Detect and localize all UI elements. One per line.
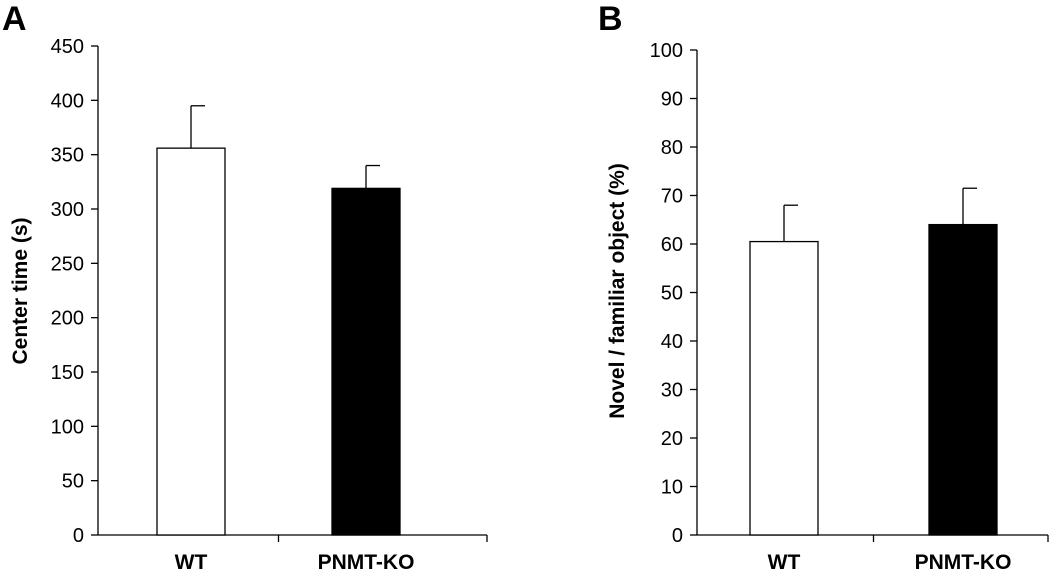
- y-tick-label: 20: [661, 428, 683, 450]
- y-tick-label: 450: [51, 36, 84, 58]
- category-label: WT: [175, 551, 208, 574]
- y-tick-label: 50: [661, 283, 683, 305]
- category-label: PNMT-KO: [318, 551, 415, 574]
- panel-b: B Novel / familiar object (%) 0 10 20 30 40 5…: [598, 0, 1049, 574]
- y-tick-label: 0: [73, 525, 84, 547]
- bar-pnmt-ko: [331, 187, 401, 536]
- y-tick-label: 10: [661, 477, 683, 499]
- y-tick-label: 250: [51, 253, 84, 275]
- y-tick-label: 100: [650, 40, 683, 62]
- panel-a: A Center time (s) 0 50 100 150 200 250 300 350 4…: [2, 0, 488, 574]
- y-tick-label: 80: [661, 137, 683, 159]
- bar-pnmt-ko: [928, 223, 998, 536]
- y-tick-label: 350: [51, 145, 84, 167]
- y-axis-title: Center time (s): [9, 217, 32, 364]
- y-tick-label: 40: [661, 331, 683, 353]
- y-axis-title: Novel / familiar object (%): [606, 163, 629, 419]
- plot-area: 0 10 20 30 40 50 60 70 80 90 100 WT PNMT-KO: [650, 40, 1049, 574]
- category-label: WT: [768, 551, 801, 574]
- bar-wt: [156, 147, 226, 536]
- y-tick-label: 60: [661, 234, 683, 256]
- panel-letter: A: [2, 0, 27, 38]
- category-label: PNMT-KO: [915, 551, 1012, 574]
- plot-area: 0 50 100 150 200 250 300 350 400 450 WT PNMT-KO: [51, 36, 488, 574]
- y-tick-label: 100: [51, 416, 84, 438]
- y-tick-label: 70: [661, 186, 683, 208]
- y-tick-label: 400: [51, 90, 84, 112]
- bar-wt: [749, 240, 819, 536]
- y-tick-label: 30: [661, 380, 683, 402]
- y-tick-label: 50: [62, 471, 84, 493]
- y-tick-label: 0: [672, 525, 683, 547]
- y-tick-label: 200: [51, 308, 84, 330]
- panel-letter: B: [598, 0, 623, 38]
- y-tick-label: 300: [51, 199, 84, 221]
- y-tick-label: 90: [661, 89, 683, 111]
- y-tick-label: 150: [51, 362, 84, 384]
